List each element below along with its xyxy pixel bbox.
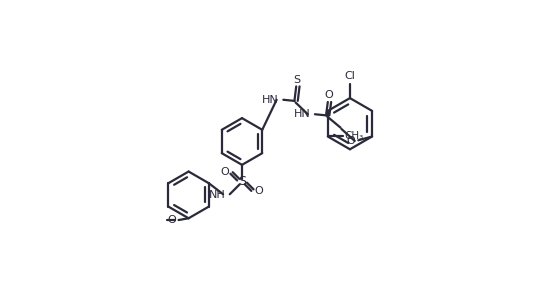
- Text: O: O: [167, 216, 176, 225]
- Text: O: O: [324, 90, 333, 100]
- Text: HN: HN: [262, 95, 279, 105]
- Text: CH₃: CH₃: [344, 131, 364, 142]
- Text: Cl: Cl: [344, 71, 356, 81]
- Text: NH: NH: [208, 190, 225, 200]
- Text: O: O: [221, 167, 230, 177]
- Text: S: S: [293, 75, 301, 85]
- Text: O: O: [254, 186, 263, 196]
- Text: HN: HN: [294, 109, 310, 119]
- Text: S: S: [238, 175, 246, 188]
- Text: O: O: [346, 136, 355, 146]
